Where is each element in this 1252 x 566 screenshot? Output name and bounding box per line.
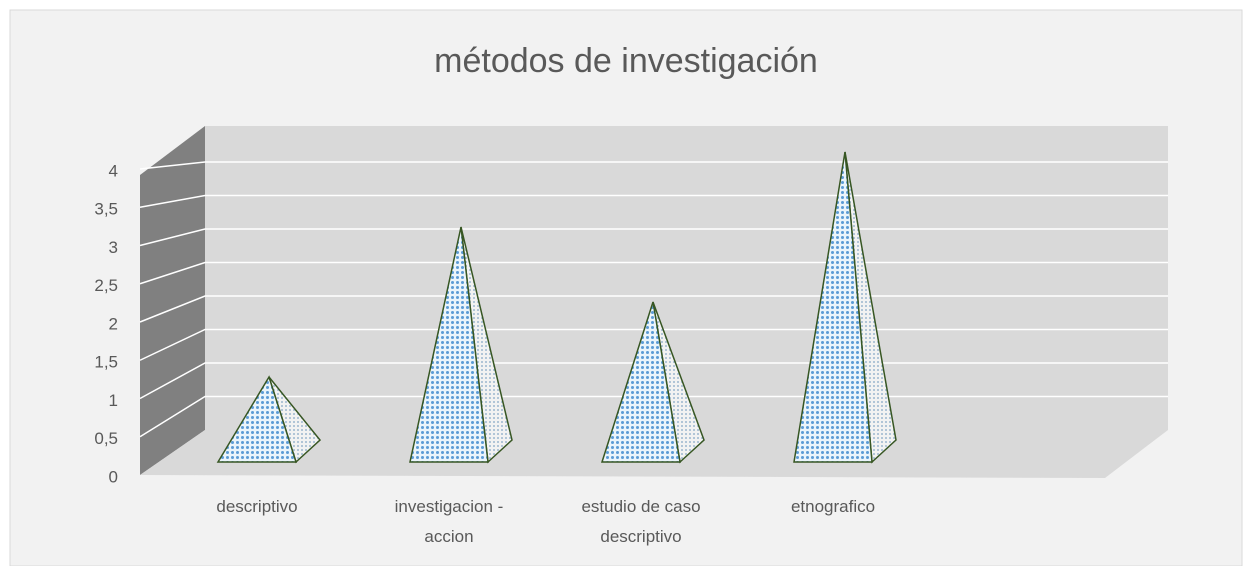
y-tick-label: 1,5 <box>94 353 118 372</box>
pyramid-front <box>793 151 873 463</box>
y-tick-label: 4 <box>109 161 118 180</box>
y-tick-label: 2 <box>109 314 118 333</box>
pyramid-front <box>409 226 489 463</box>
y-tick-label: 2,5 <box>94 276 118 295</box>
x-tick-label: etnografico <box>790 497 876 516</box>
pyramid-front <box>600 301 681 463</box>
back-wall <box>205 126 1168 430</box>
y-tick-label: 3,5 <box>94 200 118 219</box>
y-tick-label: 1 <box>109 391 118 410</box>
x-tick-label: investigacion - accion <box>394 497 504 546</box>
chart-title: métodos de investigación <box>434 42 818 80</box>
x-tick-label: descriptivo <box>216 497 298 516</box>
y-tick-label: 3 <box>109 238 118 257</box>
y-tick-label: 0 <box>109 467 118 486</box>
pyramid-front <box>216 375 298 463</box>
y-tick-label: 0,5 <box>94 429 118 448</box>
x-tick-label: estudio de caso descriptivo <box>581 497 701 546</box>
side-wall <box>140 126 205 475</box>
